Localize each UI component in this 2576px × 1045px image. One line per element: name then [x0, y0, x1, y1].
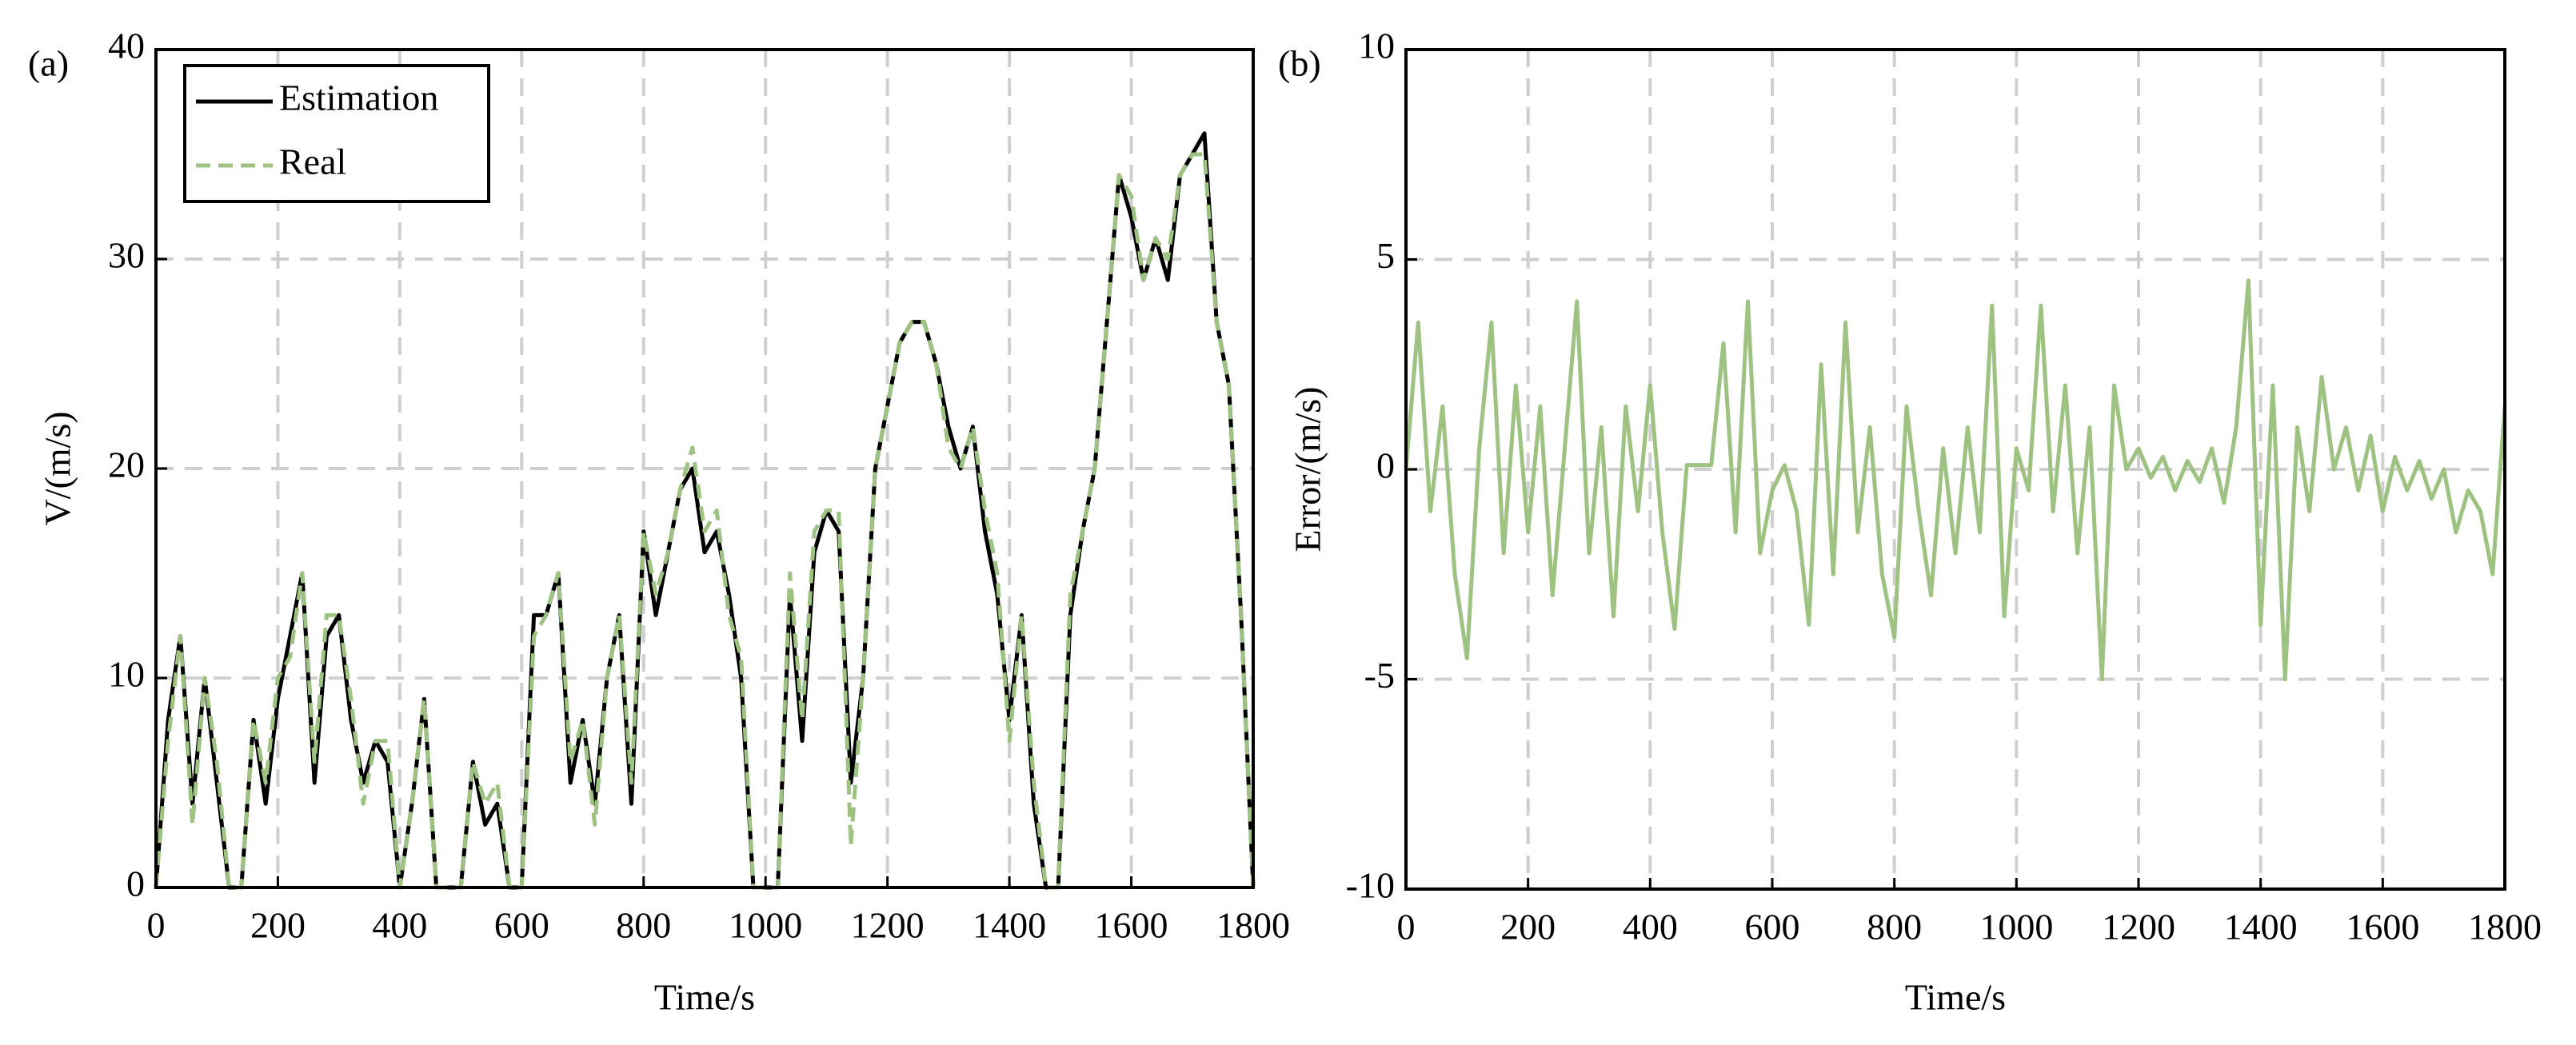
x-tick-label: 800 — [616, 905, 671, 946]
x-tick-label: 0 — [147, 905, 166, 946]
x-tick-label: 800 — [1867, 907, 1922, 947]
x-tick-label: 1000 — [729, 905, 802, 946]
y-tick-label: 30 — [108, 235, 145, 276]
panel-label: (a) — [28, 43, 69, 84]
x-axis-label: Time/s — [654, 977, 755, 1018]
legend-label: Estimation — [279, 78, 438, 118]
y-axis-label: V/(m/s) — [38, 411, 78, 525]
x-tick-label: 1400 — [2224, 907, 2298, 947]
y-tick-label: -5 — [1364, 655, 1395, 696]
panel-label: (b) — [1278, 43, 1321, 84]
x-tick-label: 0 — [1397, 907, 1416, 947]
y-tick-label: 0 — [1376, 445, 1395, 486]
y-tick-label: 10 — [108, 654, 145, 695]
x-tick-label: 400 — [372, 905, 427, 946]
y-tick-label: 0 — [126, 864, 145, 904]
data-line — [154, 152, 1256, 890]
y-tick-label: 40 — [108, 26, 145, 66]
plot-frame — [154, 48, 1255, 889]
x-tick-label: 400 — [1623, 907, 1678, 947]
legend-box — [183, 64, 490, 203]
x-tick-label: 200 — [1500, 907, 1556, 947]
x-tick-label: 600 — [494, 905, 549, 946]
y-tick-label: 20 — [108, 445, 145, 485]
x-tick-label: 1800 — [2468, 907, 2542, 947]
x-tick-label: 1200 — [851, 905, 925, 946]
x-tick-label: 600 — [1745, 907, 1800, 947]
x-tick-label: 1000 — [1979, 907, 2053, 947]
x-tick-label: 200 — [250, 905, 306, 946]
legend-label: Real — [279, 142, 346, 182]
x-tick-label: 1600 — [1095, 905, 1168, 946]
data-line — [1404, 278, 2507, 681]
y-tick-label: 10 — [1358, 26, 1395, 66]
x-tick-label: 1600 — [2346, 907, 2419, 947]
plot-frame — [1404, 48, 2506, 891]
x-axis-label: Time/s — [1905, 977, 2006, 1018]
x-tick-label: 1800 — [1216, 905, 1290, 946]
x-tick-label: 1400 — [972, 905, 1046, 946]
y-tick-label: 5 — [1376, 235, 1395, 276]
y-tick-label: -10 — [1346, 865, 1395, 906]
y-axis-label: Error/(m/s) — [1288, 387, 1328, 552]
x-tick-label: 1200 — [2102, 907, 2175, 947]
